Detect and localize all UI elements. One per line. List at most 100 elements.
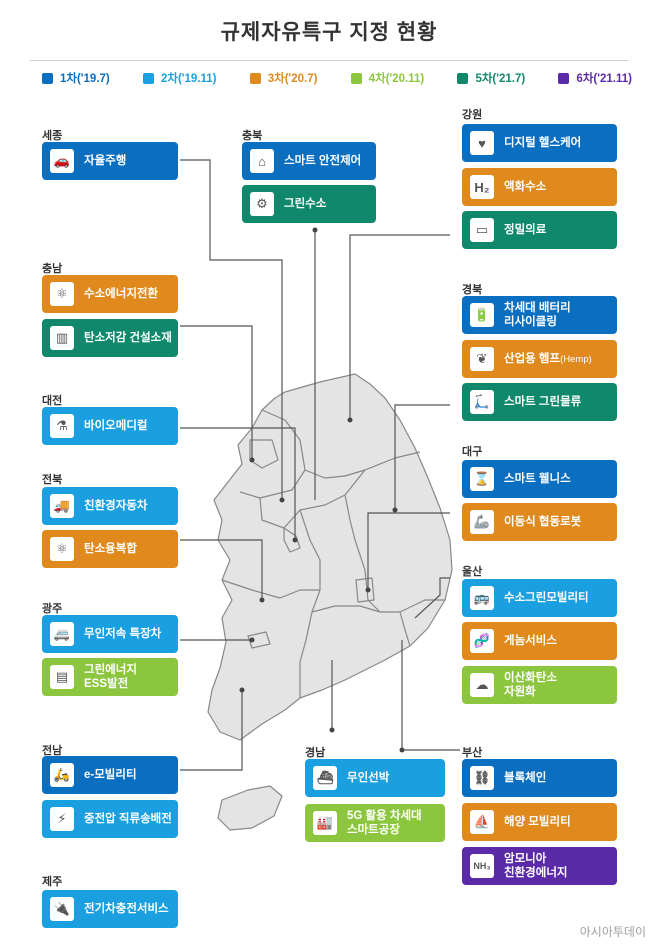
connector-dot <box>239 687 245 693</box>
card-busan-ammonia: NH₃ 암모니아 친환경에너지 <box>462 847 617 885</box>
region-label-jeju: 제주 <box>42 876 63 888</box>
connector-line <box>394 404 450 510</box>
co2-icon: ☁ <box>470 673 494 697</box>
region-label-sejong: 세종 <box>42 130 63 142</box>
card-label: 게놈서비스 <box>504 635 557 647</box>
connector-dot <box>279 497 285 503</box>
region-label-jeonnam: 전남 <box>42 745 63 757</box>
card-label: 수소에너지전환 <box>84 288 159 300</box>
blockchain-icon: ⛓ <box>470 766 494 790</box>
legend-swatch <box>457 72 469 84</box>
province-border <box>249 439 279 469</box>
power-line-icon: ⚡ <box>50 807 74 831</box>
page-title: 규제자유특구 지정 현황 <box>220 21 438 44</box>
legend-label: 3차('20.7) <box>267 73 318 85</box>
connector-line <box>401 640 460 751</box>
province-border <box>344 494 445 613</box>
connector-line <box>180 690 243 771</box>
wellness-icon: ⌛ <box>470 467 494 491</box>
connector-dot <box>259 597 265 603</box>
card-chungnam-carbon: ▥ 탄소저감 건설소재 <box>42 319 178 357</box>
robot-arm-icon: 🦾 <box>470 510 494 534</box>
card-label: 자율주행 <box>84 155 127 167</box>
health-icon: ♥ <box>470 131 494 155</box>
atom-icon: ⚛ <box>50 537 74 561</box>
lab-icon: ⚗ <box>50 414 74 438</box>
card-label: 탄소융복합 <box>84 543 137 555</box>
card-gwangju-ess: ▤ 그린에너지 ESS발전 <box>42 658 178 696</box>
building-icon: ▥ <box>50 326 74 350</box>
card-label: 스마트 그린물류 <box>504 396 582 408</box>
region-label-gyeongbuk: 경북 <box>462 284 483 296</box>
legend-label: 5차('21.7) <box>475 73 526 85</box>
ess-icon: ▤ <box>50 665 74 689</box>
card-label: 전기차충전서비스 <box>84 903 169 915</box>
ev-charger-icon: 🔌 <box>50 897 74 921</box>
region-label-jeonbuk: 전북 <box>42 474 63 486</box>
card-label: 암모니아 친환경에너지 <box>504 853 568 879</box>
card-chungbuk-safety: ⌂ 스마트 안전제어 <box>242 142 376 180</box>
dna-icon: 🧬 <box>470 629 494 653</box>
connector-dot <box>329 727 335 733</box>
province-border <box>221 579 320 599</box>
region-label-gangwon: 강원 <box>462 109 483 121</box>
delivery-robot-icon: 🛴 <box>470 390 494 414</box>
watermark: 아시아투데이 <box>579 925 646 939</box>
card-label: 디지털 헬스케어 <box>504 137 582 149</box>
legend-item: 3차('20.7) <box>249 68 318 88</box>
legend-swatch <box>350 72 362 84</box>
card-sejong-autonomous: 🚗 자율주행 <box>42 142 178 180</box>
region-label-gwangju: 광주 <box>42 603 63 615</box>
card-label: 스마트 안전제어 <box>284 155 362 167</box>
ammonia-icon: NH₃ <box>470 854 494 878</box>
car-icon: 🚗 <box>50 149 74 173</box>
region-label-daejeon: 대전 <box>42 395 63 407</box>
card-gyeongbuk-battery: 🔋 차세대 배터리 리사이클링 <box>462 296 617 334</box>
region-label-daegu: 대구 <box>462 446 483 458</box>
card-label: 산업용 헴프(Hemp) <box>504 352 592 367</box>
legend-swatch <box>558 72 570 84</box>
legend: 1차('19.7) 2차('19.11) 3차('20.7) 4차('20.11… <box>42 68 632 88</box>
ship-icon: ⛴ <box>313 766 337 790</box>
connector-dot <box>392 507 398 513</box>
green-hydrogen-icon: ⚙ <box>250 192 274 216</box>
card-gyeongnam-ship: ⛴ 무인선박 <box>305 759 445 797</box>
card-label: 탄소저감 건설소재 <box>84 332 172 344</box>
legend-swatch <box>249 72 261 84</box>
card-jeonbuk-vehicle: 🚚 친환경자동차 <box>42 487 178 525</box>
province-border <box>283 527 301 553</box>
card-jeju-ev: 🔌 전기차충전서비스 <box>42 890 178 928</box>
e-mobility-icon: 🛵 <box>50 763 74 787</box>
province-border <box>247 631 271 649</box>
region-label-chungbuk: 충북 <box>242 130 263 142</box>
connector-dot <box>292 537 298 543</box>
hemp-label-sub: (Hemp) <box>560 353 592 365</box>
card-label: 5G 활용 차세대 스마트공장 <box>347 810 422 836</box>
card-label: 무인저속 특장차 <box>84 628 162 640</box>
card-busan-blockchain: ⛓ 블록체인 <box>462 759 617 797</box>
legend-label: 6차('21.11) <box>576 73 632 85</box>
card-gangwon-precision: ▭ 정밀의료 <box>462 211 617 249</box>
legend-swatch <box>142 72 154 84</box>
card-gyeongnam-5g: 🏭 5G 활용 차세대 스마트공장 <box>305 804 445 842</box>
card-gangwon-health: ♥ 디지털 헬스케어 <box>462 124 617 162</box>
region-label-chungnam: 충남 <box>42 263 63 275</box>
legend-item: 6차('21.11) <box>558 68 632 88</box>
connector-dot <box>249 637 255 643</box>
legend-item: 2차('19.11) <box>142 68 217 88</box>
legend-label: 4차('20.11) <box>368 73 425 85</box>
hemp-label-main: 산업용 헴프 <box>504 352 561 365</box>
card-chungbuk-hydrogen: ⚙ 그린수소 <box>242 185 376 223</box>
card-label: 정밀의료 <box>504 224 547 236</box>
hydrogen-icon: ⚛ <box>50 282 74 306</box>
connector-dot <box>249 457 255 463</box>
safety-control-icon: ⌂ <box>250 149 274 173</box>
connector-line <box>349 234 450 420</box>
card-label: 스마트 웰니스 <box>504 473 571 485</box>
card-label: 해양 모빌리티 <box>504 816 571 828</box>
legend-label: 2차('19.11) <box>160 73 217 85</box>
card-label: 그린에너지 ESS발전 <box>84 664 137 690</box>
jeju-outline <box>217 785 283 831</box>
province-border <box>299 509 321 698</box>
connector-dot <box>365 587 371 593</box>
